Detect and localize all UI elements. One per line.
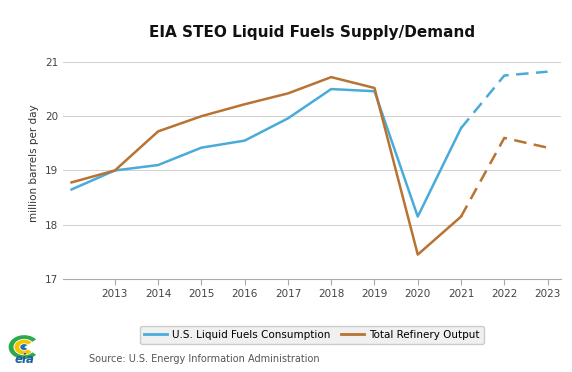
Wedge shape (14, 340, 31, 355)
Y-axis label: million barrels per day: million barrels per day (29, 105, 39, 222)
Title: EIA STEO Liquid Fuels Supply/Demand: EIA STEO Liquid Fuels Supply/Demand (149, 25, 475, 40)
Legend: U.S. Liquid Fuels Consumption, Total Refinery Output: U.S. Liquid Fuels Consumption, Total Ref… (140, 326, 484, 344)
Wedge shape (9, 335, 36, 359)
Text: eia: eia (14, 353, 34, 366)
Text: Source: U.S. Energy Information Administration: Source: U.S. Energy Information Administ… (89, 354, 319, 364)
Wedge shape (21, 344, 27, 350)
